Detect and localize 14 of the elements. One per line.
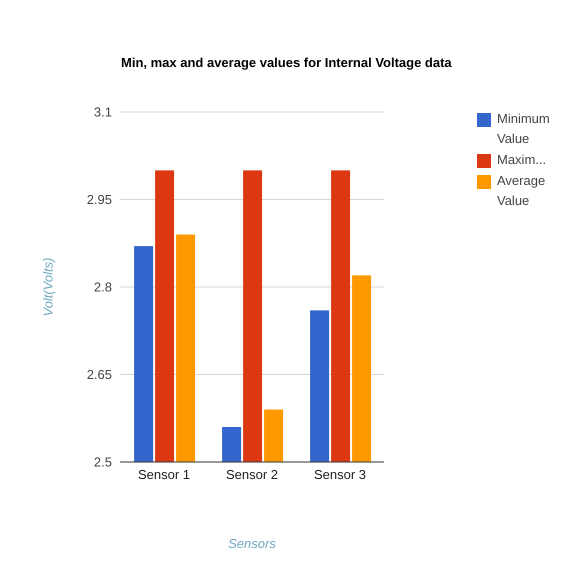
- x-tick-label: Sensor 1: [138, 467, 190, 482]
- y-tick-label: 3.1: [94, 104, 112, 120]
- legend-label: Maxim...: [497, 151, 546, 169]
- legend-label: Minimum Value: [497, 110, 551, 148]
- y-tick-label: 2.8: [94, 280, 112, 295]
- legend-label: Average Value: [497, 172, 546, 210]
- x-axis-title: Sensors: [228, 536, 276, 551]
- chart-title: Min, max and average values for Internal Voltage data: [121, 54, 453, 72]
- x-tick-label: Sensor 3: [314, 467, 366, 482]
- y-tick-label: 2.65: [86, 367, 112, 382]
- y-tick-label: 2.5: [94, 454, 112, 470]
- y-axis-title: Volt(Volts): [40, 258, 56, 316]
- y-tick-label: 2.95: [86, 192, 112, 208]
- x-tick-label: Sensor 2: [226, 467, 278, 482]
